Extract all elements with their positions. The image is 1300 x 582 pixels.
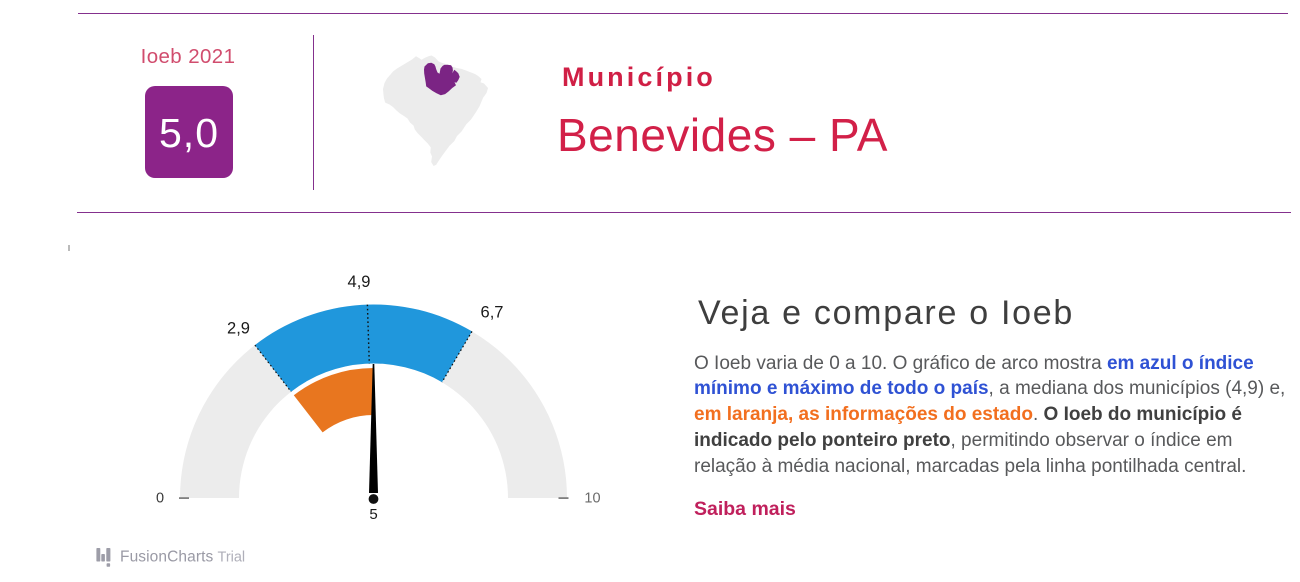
- svg-text:4,9: 4,9: [348, 273, 371, 291]
- svg-text:6,7: 6,7: [481, 304, 504, 322]
- svg-text:10: 10: [584, 491, 600, 507]
- svg-text:FusionCharts: FusionCharts: [120, 549, 214, 566]
- svg-text:2,9: 2,9: [227, 319, 250, 337]
- svg-text:0: 0: [156, 491, 164, 507]
- svg-text:5: 5: [369, 506, 377, 523]
- svg-text:Trial: Trial: [218, 550, 246, 566]
